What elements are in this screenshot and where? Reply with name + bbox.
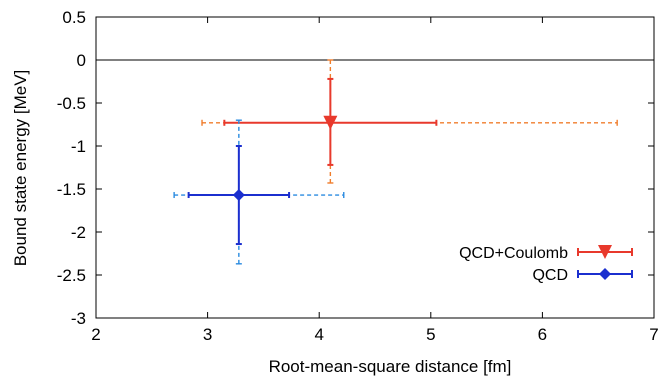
data-point [232, 189, 245, 202]
series-0 [201, 59, 618, 184]
y-tick-label: -0.5 [57, 94, 86, 113]
x-tick-label: 4 [314, 325, 323, 344]
legend-label: QCD+Coulomb [459, 245, 568, 262]
x-tick-label: 5 [426, 325, 435, 344]
y-tick-label: 0 [77, 51, 86, 70]
legend-marker [598, 245, 612, 259]
axes [95, 16, 655, 319]
x-tick-label: 3 [203, 325, 212, 344]
legend-marker [599, 268, 611, 280]
y-tick-label: -1 [71, 137, 86, 156]
y-axis-label: Bound state energy [MeV] [11, 70, 30, 267]
y-tick-label: -3 [71, 309, 86, 328]
series-1 [173, 119, 345, 265]
y-tick-label: -1.5 [57, 180, 86, 199]
data-point [323, 115, 338, 130]
x-axis-label: Root-mean-square distance [fm] [269, 357, 512, 376]
legend: QCD+Coulomb QCD [459, 245, 633, 284]
legend-label: QCD [532, 267, 568, 284]
y-tick-label: 0.5 [62, 8, 86, 27]
tick-labels: 2 3 4 5 6 7 0.5 0 -0.5 -1 -1.5 -2 -2.5 -3 [57, 8, 659, 344]
x-tick-label: 6 [538, 325, 547, 344]
x-tick-label: 7 [649, 325, 658, 344]
plot-frame [95, 16, 655, 319]
x-tick-label: 2 [91, 325, 100, 344]
plot-area [173, 59, 618, 265]
y-tick-label: -2 [71, 223, 86, 242]
y-tick-label: -2.5 [57, 266, 86, 285]
